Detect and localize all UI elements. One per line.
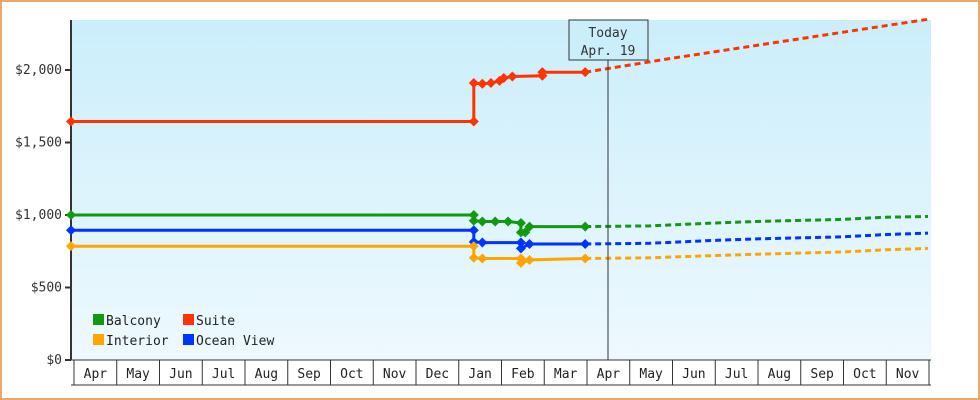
y-tick-label: $1,500 xyxy=(15,136,62,151)
legend-swatch xyxy=(93,314,104,325)
data-point[interactable] xyxy=(468,210,479,220)
y-tick-label: $500 xyxy=(31,281,62,296)
series-interior xyxy=(66,241,929,268)
plot-area xyxy=(71,20,931,360)
legend-item-suite[interactable]: Suite xyxy=(183,314,235,329)
data-point[interactable] xyxy=(477,253,488,264)
x-tick-label: Sep xyxy=(810,367,834,382)
legend-item-ocean-view[interactable]: Ocean View xyxy=(183,334,274,349)
legend: Balcony Suite Interior Ocean View xyxy=(93,314,274,349)
legend-item-balcony[interactable]: Balcony xyxy=(93,314,161,329)
y-tick-label: $1,000 xyxy=(15,208,62,223)
data-point[interactable] xyxy=(524,254,535,265)
x-tick-label: May xyxy=(126,367,150,382)
data-point[interactable] xyxy=(580,253,591,264)
data-point[interactable] xyxy=(580,67,591,78)
series-lines xyxy=(66,17,929,268)
data-point[interactable] xyxy=(515,243,526,254)
data-point[interactable] xyxy=(520,227,531,238)
data-point[interactable] xyxy=(507,71,518,82)
data-point[interactable] xyxy=(468,252,479,263)
x-tick-label: Apr xyxy=(597,367,621,382)
series-balcony xyxy=(66,210,929,238)
today-label: Today xyxy=(588,26,627,41)
data-point[interactable] xyxy=(468,116,479,127)
series-ocean-view xyxy=(66,225,929,254)
data-point[interactable] xyxy=(490,216,501,227)
series-suite xyxy=(66,17,929,127)
x-tick-label: Jul xyxy=(725,367,748,382)
today-date: Apr. 19 xyxy=(581,44,636,59)
x-tick-label: Jul xyxy=(212,367,235,382)
x-tick-label: Nov xyxy=(896,367,920,382)
data-point[interactable] xyxy=(468,225,479,236)
data-point[interactable] xyxy=(524,239,535,249)
x-tick-label: Aug xyxy=(255,367,278,382)
data-point[interactable] xyxy=(515,257,526,268)
data-point[interactable] xyxy=(468,241,479,252)
legend-label: Balcony xyxy=(106,314,161,329)
legend-swatch xyxy=(183,334,194,345)
x-tick-label: Jun xyxy=(682,367,705,382)
x-tick-label: Apr xyxy=(84,367,108,382)
x-tick-label: Oct xyxy=(340,367,363,382)
legend-label: Ocean View xyxy=(196,334,274,349)
data-point[interactable] xyxy=(66,241,76,252)
data-point[interactable] xyxy=(468,215,479,226)
data-point[interactable] xyxy=(503,216,514,227)
legend-item-interior[interactable]: Interior xyxy=(93,334,169,349)
y-tick-label: $2,000 xyxy=(15,63,62,78)
data-point[interactable] xyxy=(66,225,76,236)
x-tick-label: Sep xyxy=(297,367,321,382)
x-tick-label: Mar xyxy=(554,367,578,382)
x-tick-label: Jan xyxy=(468,367,491,382)
x-tick-label: Dec xyxy=(426,367,449,382)
x-axis: Apr May Jun Jul Aug Sep Oct Nov Dec Jan Feb Mar Apr M… xyxy=(71,359,931,386)
today-marker: Today Apr. 19 xyxy=(568,19,649,360)
x-tick-label: Nov xyxy=(383,367,407,382)
data-point[interactable] xyxy=(66,116,76,127)
x-tick-label: Oct xyxy=(853,367,876,382)
data-point[interactable] xyxy=(477,216,488,227)
data-point[interactable] xyxy=(580,221,591,232)
y-tick-label: $0 xyxy=(46,353,62,368)
data-point[interactable] xyxy=(515,217,526,228)
x-tick-label: May xyxy=(639,367,663,382)
data-point[interactable] xyxy=(515,237,526,248)
y-axis: $0 $500 $1,000 $1,500 $2,000 xyxy=(15,20,72,368)
data-point[interactable] xyxy=(477,237,488,248)
x-tick-label: Jun xyxy=(169,367,192,382)
data-point[interactable] xyxy=(468,78,479,89)
data-point[interactable] xyxy=(498,72,509,83)
data-point[interactable] xyxy=(485,78,496,89)
data-point[interactable] xyxy=(580,239,591,249)
x-tick-label: Aug xyxy=(768,367,791,382)
legend-label: Interior xyxy=(106,334,169,349)
data-point[interactable] xyxy=(477,78,488,89)
data-point[interactable] xyxy=(537,67,548,78)
legend-swatch xyxy=(183,314,194,325)
legend-swatch xyxy=(93,334,104,345)
legend-label: Suite xyxy=(196,314,235,329)
data-point[interactable] xyxy=(66,210,76,220)
data-point[interactable] xyxy=(524,221,535,232)
x-tick-label: Feb xyxy=(511,367,535,382)
